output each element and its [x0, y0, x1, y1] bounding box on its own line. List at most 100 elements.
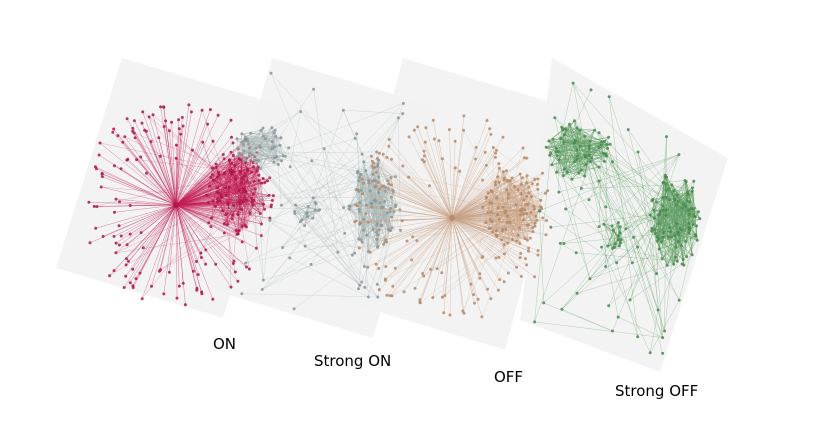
sparse-edge [561, 191, 693, 310]
hub-edge [121, 204, 177, 237]
sparse-edge [662, 175, 666, 198]
hub-edge [169, 130, 177, 206]
hub-edge [377, 158, 453, 219]
network-node [304, 212, 308, 216]
network-node [245, 167, 249, 171]
hub-edge [95, 204, 177, 229]
cluster-edge [548, 140, 585, 177]
network-node [239, 207, 243, 211]
network-node [578, 144, 582, 148]
network-node [604, 205, 608, 209]
cluster-edge [594, 130, 605, 142]
cluster-edge [228, 174, 232, 204]
hub-edge [375, 217, 453, 265]
cluster-edge [348, 209, 362, 241]
hub-edge [146, 131, 177, 206]
network-node [506, 241, 510, 245]
network-node [195, 260, 198, 263]
hub-edge [175, 150, 193, 206]
sparse-edge [235, 198, 378, 298]
network-node [235, 137, 239, 141]
network-node [665, 135, 668, 139]
network-node [525, 194, 529, 198]
cluster-edge [496, 183, 522, 198]
network-node [690, 207, 693, 211]
network-node [214, 162, 218, 166]
hub-edge [175, 204, 232, 288]
cluster-edge [213, 179, 243, 204]
network-node [519, 213, 523, 217]
network-node [384, 265, 388, 268]
network-node [541, 171, 544, 175]
cluster-edge [294, 213, 305, 226]
hub-edge [451, 217, 526, 260]
network-node [93, 165, 97, 169]
hub-edge [175, 120, 232, 206]
network-node [174, 156, 178, 160]
cluster-edge [376, 227, 393, 233]
sparse-edge [584, 136, 680, 301]
network-node [527, 185, 531, 189]
cross-edge [169, 130, 240, 191]
network-node [636, 245, 640, 249]
hub-edge [365, 213, 453, 219]
sparse-edge [354, 172, 358, 254]
network-node [672, 262, 676, 266]
hub-edge [175, 117, 183, 206]
cross-edge [247, 171, 252, 181]
network-node [131, 284, 135, 288]
hub-edge [175, 204, 236, 273]
network-node [496, 288, 500, 292]
hub-edge [175, 104, 190, 206]
network-node [248, 151, 252, 155]
network-node [357, 210, 361, 214]
network-node [139, 231, 143, 235]
network-node [370, 179, 374, 183]
cross-edge [495, 208, 535, 259]
network-node [523, 208, 527, 212]
sparse-edge [343, 188, 389, 208]
network-node [608, 142, 612, 146]
sparse-edge [606, 144, 659, 311]
hub-edge [386, 217, 453, 296]
network-node [680, 228, 684, 232]
network-node [496, 175, 500, 179]
network-node [371, 172, 375, 176]
hub-edge [169, 204, 177, 273]
network-node [242, 149, 246, 153]
network-node [525, 156, 529, 160]
sparse-edge [589, 246, 638, 280]
network-node [549, 225, 553, 229]
sparse-edge [572, 82, 679, 202]
network-node [536, 182, 540, 186]
network-node [356, 188, 360, 192]
sparse-edge [300, 111, 375, 201]
network-node [177, 118, 181, 122]
hub-edge [451, 217, 479, 300]
sparse-edge [598, 147, 684, 260]
network-node [590, 156, 594, 160]
network-node [254, 246, 258, 250]
network-node [236, 154, 239, 158]
sparse-edge [627, 129, 667, 185]
cross-edge [229, 159, 250, 270]
cluster-edge [676, 234, 696, 262]
sparse-edge [598, 145, 602, 227]
cluster-edge [391, 191, 394, 218]
network-node [357, 287, 360, 291]
hub-edge [451, 217, 527, 266]
sparse-edge [543, 235, 619, 304]
hub-edge [432, 217, 453, 298]
cluster-edge [526, 213, 528, 241]
network-node [385, 211, 389, 215]
network-node [561, 128, 565, 132]
network-node [575, 126, 579, 130]
network-node [574, 251, 578, 255]
cluster-edge [377, 230, 391, 248]
hub-edge [411, 217, 453, 261]
network-node [258, 212, 262, 215]
network-node [116, 134, 120, 138]
network-node [491, 146, 495, 149]
network-node [387, 182, 391, 186]
sparse-edge [620, 180, 694, 234]
